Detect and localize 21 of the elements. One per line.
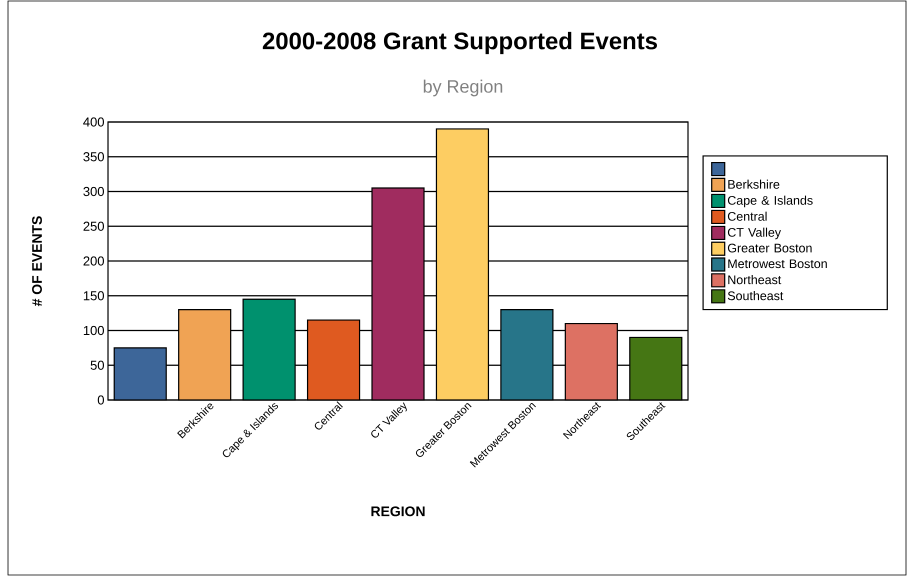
- legend-label: Metrowest Boston: [728, 259, 827, 268]
- y-tick-label: 350: [83, 152, 104, 162]
- y-tick-label: 150: [84, 291, 104, 300]
- legend-label: Central: [728, 212, 767, 221]
- legend-label: Greater Boston: [728, 244, 812, 252]
- chart-title: 2000-2008 Grant Supported Events: [262, 32, 657, 54]
- legend-label: CT Valley: [728, 228, 782, 240]
- y-tick-label: 300: [83, 186, 104, 196]
- legend-label: Northeast: [728, 275, 782, 284]
- y-tick-label: 250: [84, 222, 104, 231]
- y-tick-label: 400: [83, 117, 104, 127]
- chart-subtitle: by Region: [424, 80, 502, 96]
- y-axis-title: # OF EVENTS: [32, 216, 42, 306]
- y-tick-label: 0: [98, 395, 104, 405]
- legend-label: Cape & Islands: [728, 196, 813, 208]
- y-tick-label: 200: [84, 256, 104, 266]
- y-tick-label: 50: [90, 360, 104, 370]
- legend-label: Berkshire: [728, 180, 780, 189]
- x-axis-title: REGION: [371, 506, 425, 516]
- y-tick-label: 100: [84, 326, 104, 336]
- legend-label: Southeast: [728, 291, 784, 300]
